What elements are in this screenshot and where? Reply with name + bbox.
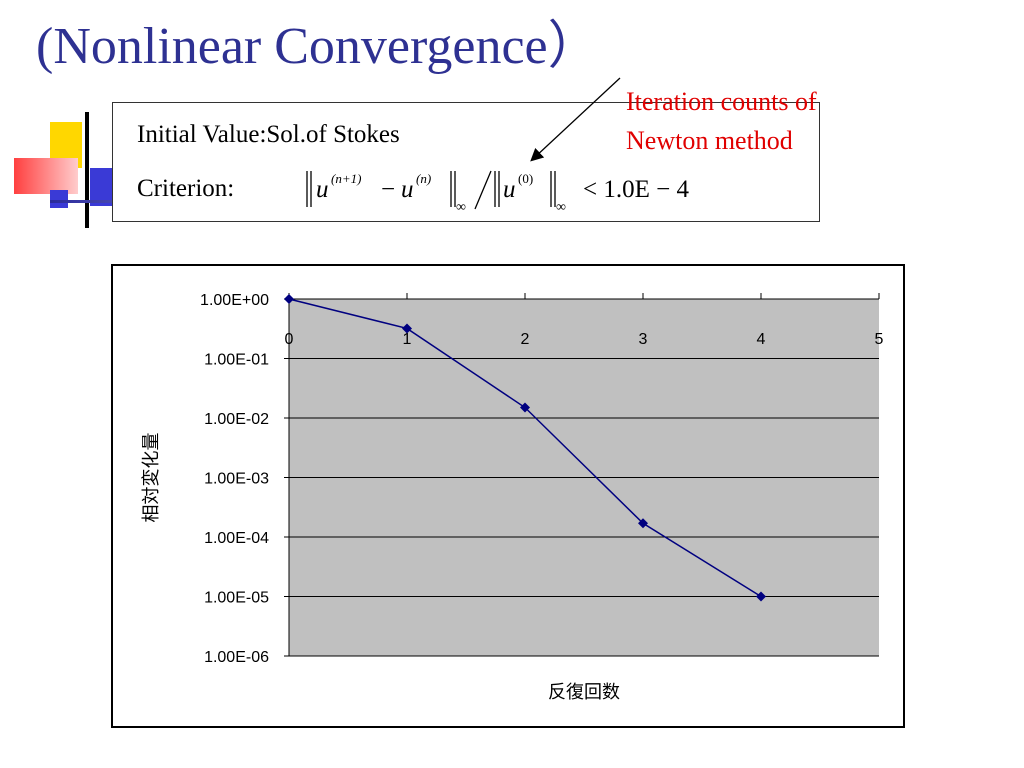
criterion-label: Criterion — [137, 175, 228, 202]
y-tick-label: 1.00E-06 — [204, 649, 269, 666]
slide-title: (Nonlinear Convergence） — [36, 18, 600, 75]
x-tick-label: 3 — [639, 331, 648, 348]
formula-sup-zero: (0) — [518, 171, 533, 186]
formula-sup-next: (n+1) — [331, 171, 361, 186]
formula-sup-n: (n) — [416, 171, 431, 186]
deco-blue-small — [50, 190, 68, 208]
iteration-annotation: Iteration counts of Newton method — [626, 82, 817, 160]
formula-u1: u — [316, 176, 329, 203]
convergence-formula: u (n+1) − u (n) ∞ u (0) ∞ < 1.0E − 4 — [306, 170, 689, 215]
chart-frame: 1.00E+00 1.00E-01 1.00E-02 1.00E-03 1.00E-04… — [111, 264, 905, 728]
x-axis-label: 反復回数 — [548, 682, 620, 703]
info-box: Initial Value:Sol.of Stokes Criterion: u… — [112, 102, 820, 222]
x-tick-label: 5 — [875, 331, 884, 348]
annotation-line-1: Iteration counts of — [626, 87, 817, 116]
data-point — [638, 518, 648, 529]
deco-blue-square — [90, 168, 116, 206]
x-tick-label: 1 — [403, 331, 412, 348]
initial-value-line: Initial Value:Sol.of Stokes — [137, 121, 400, 149]
annotation-line-2: Newton method — [626, 126, 793, 155]
y-tick-label: 1.00E+00 — [200, 292, 269, 309]
formula-inf-1: ∞ — [456, 200, 466, 215]
y-tick-label: 1.00E-01 — [204, 352, 269, 369]
y-tick-label: 1.00E-02 — [204, 411, 269, 428]
y-tick-label: 1.00E-03 — [204, 471, 269, 488]
formula-u3: u — [503, 176, 516, 203]
formula-rhs: < 1.0E − 4 — [583, 176, 689, 203]
data-point — [756, 591, 766, 602]
formula-u2: u — [401, 176, 414, 203]
initial-value-text: Sol.of Stokes — [266, 121, 400, 148]
formula-minus: − — [381, 176, 395, 203]
y-tick-label: 1.00E-05 — [204, 590, 269, 607]
criterion-line: Criterion: — [137, 175, 234, 203]
data-point — [284, 294, 294, 304]
criterion-separator: : — [227, 175, 235, 202]
convergence-chart: 1.00E+00 1.00E-01 1.00E-02 1.00E-03 1.00E-04… — [141, 292, 884, 703]
initial-value-separator: : — [259, 121, 267, 148]
deco-vertical-line — [85, 112, 89, 228]
data-point — [520, 402, 530, 413]
x-tick-label: 0 — [285, 331, 294, 348]
x-tick-label: 4 — [757, 331, 766, 348]
annotation-arrow — [530, 77, 621, 162]
y-tick-label: 1.00E-04 — [204, 530, 269, 547]
formula-inf-2: ∞ — [556, 200, 566, 215]
x-tick-label: 2 — [521, 331, 530, 348]
data-point — [402, 323, 412, 334]
initial-value-label: Initial Value — [137, 121, 260, 148]
y-axis-label: 相対変化量 — [141, 433, 162, 523]
deco-red-square — [14, 158, 78, 194]
